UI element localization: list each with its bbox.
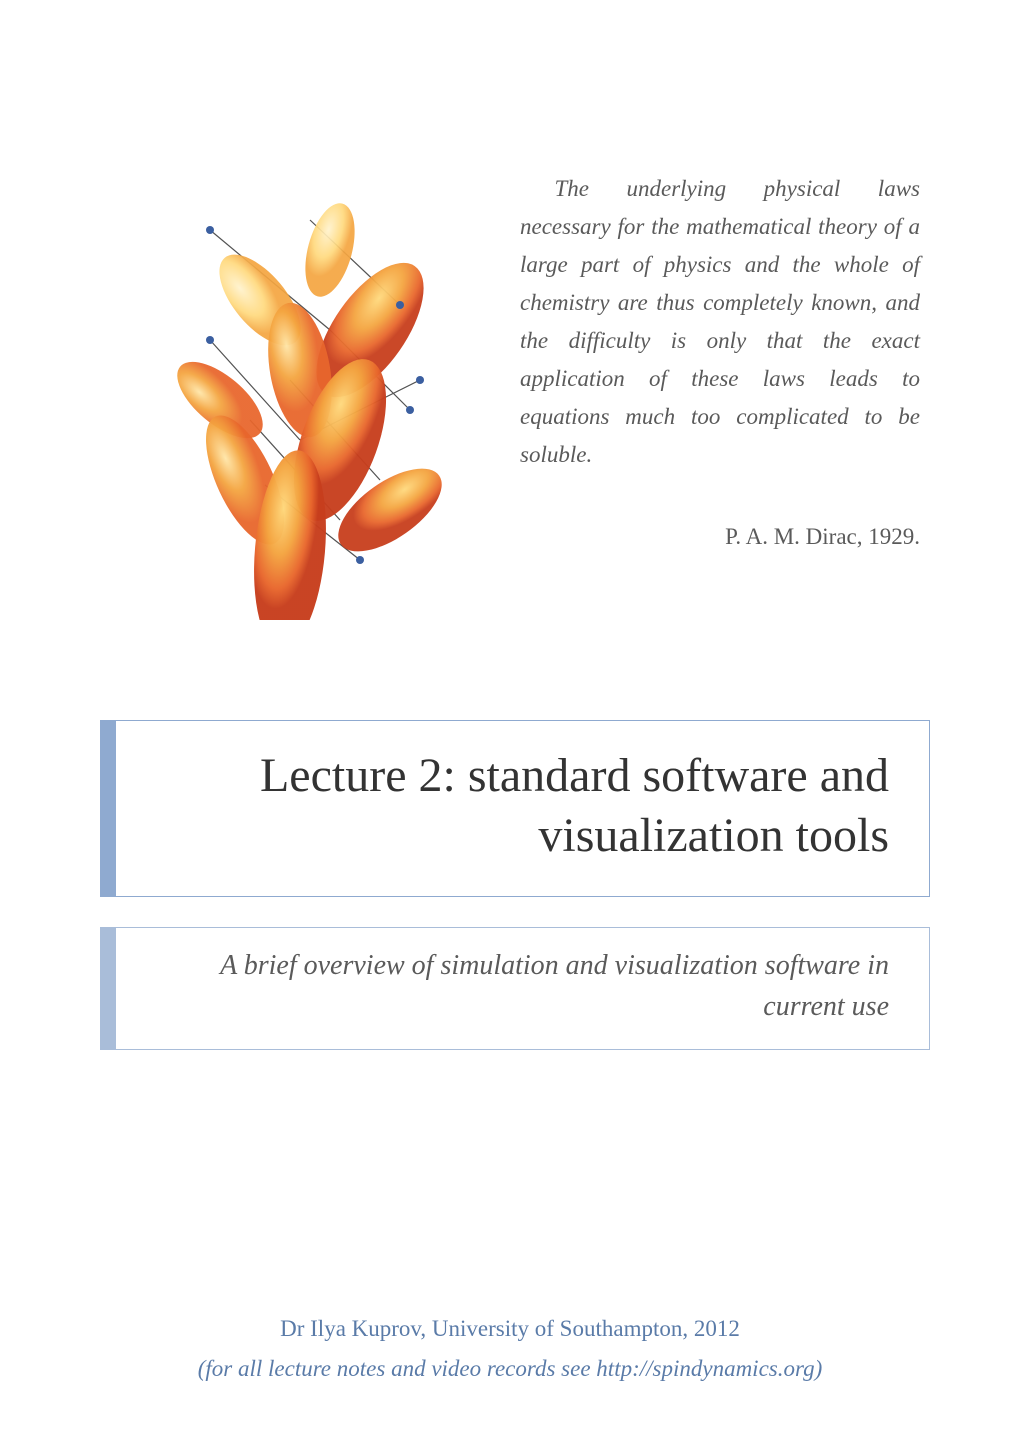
molecule-svg: [100, 100, 480, 620]
title-box: Lecture 2: standard software and visuali…: [100, 720, 930, 897]
footer-author-line: Dr Ilya Kuprov, University of Southampto…: [0, 1316, 1020, 1342]
footer-link-line: (for all lecture notes and video records…: [0, 1356, 1020, 1382]
lecture-title: Lecture 2: standard software and visuali…: [156, 746, 889, 866]
lecture-subtitle: A brief overview of simulation and visua…: [156, 946, 889, 1027]
quote-text: The underlying physical laws necessary f…: [520, 170, 920, 474]
quote-attribution: P. A. M. Dirac, 1929.: [520, 524, 920, 550]
subtitle-box: A brief overview of simulation and visua…: [100, 927, 930, 1050]
top-section: The underlying physical laws necessary f…: [0, 0, 1020, 660]
quote-section: The underlying physical laws necessary f…: [520, 100, 940, 620]
molecule-figure: [100, 100, 480, 620]
footer: Dr Ilya Kuprov, University of Southampto…: [0, 1316, 1020, 1382]
